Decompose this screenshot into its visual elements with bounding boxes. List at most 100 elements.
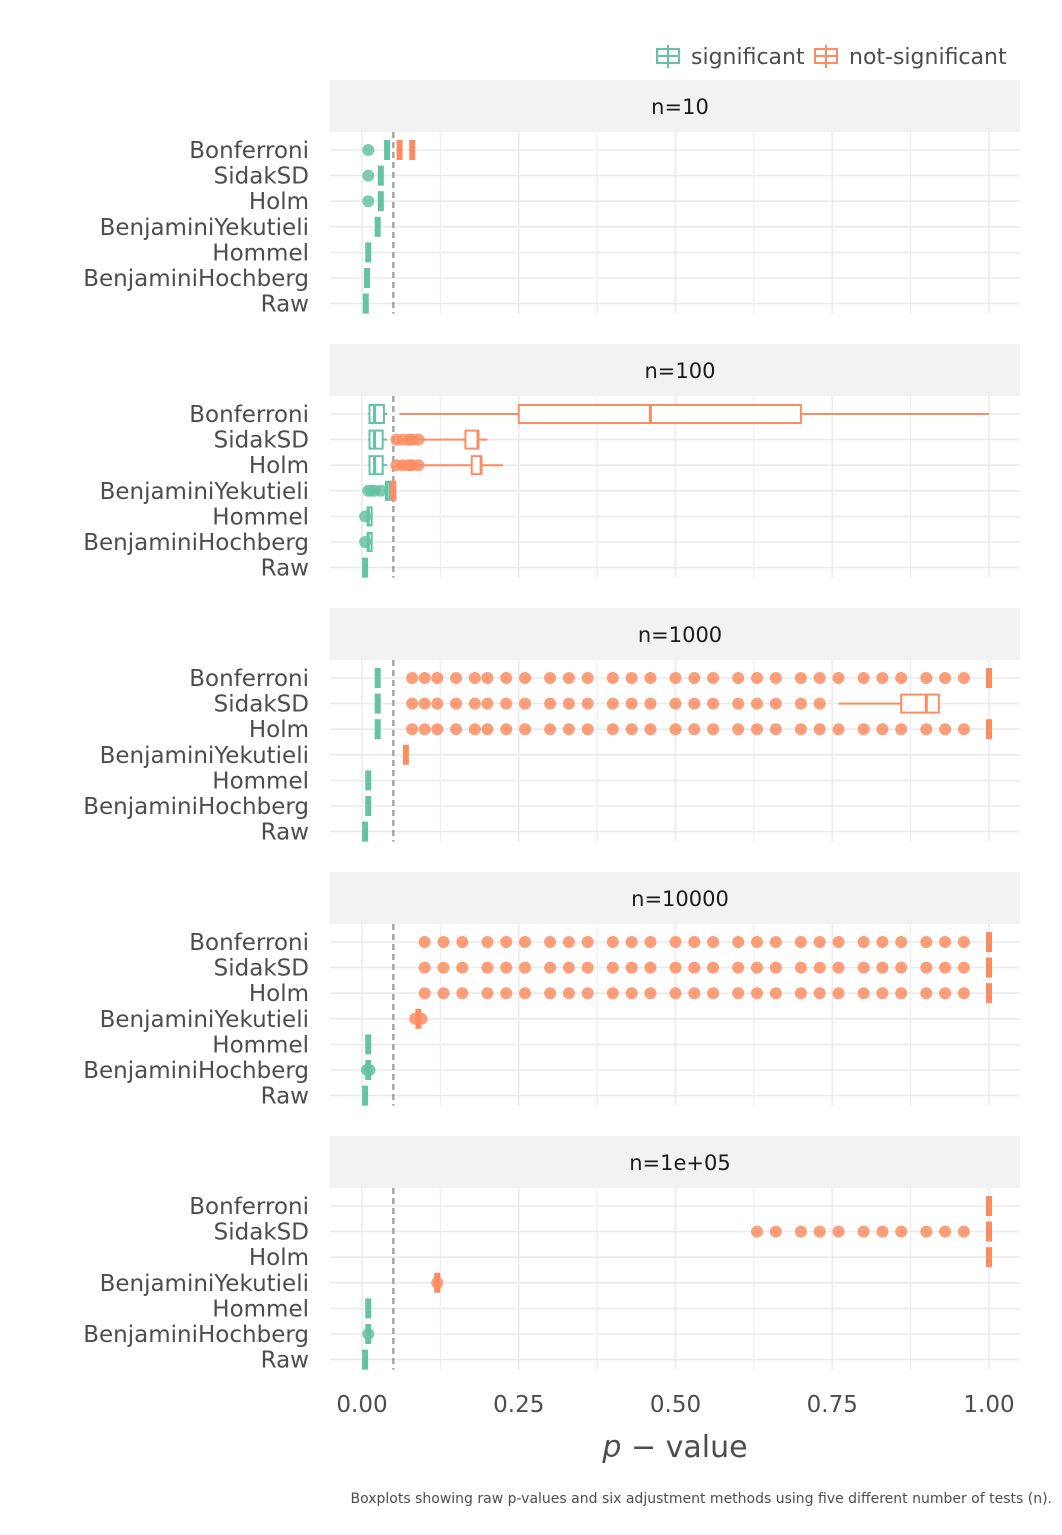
outlier-point (581, 697, 594, 710)
outlier-point (895, 1225, 908, 1238)
outlier-point (468, 697, 481, 710)
outlier-point (418, 672, 431, 684)
outlier-point (669, 961, 682, 974)
outlier-point (732, 672, 745, 684)
outlier-point (876, 936, 889, 948)
outlier-point (431, 723, 444, 736)
outlier-point (794, 1225, 807, 1238)
outlier-point (359, 510, 372, 523)
outlier-point (920, 961, 933, 974)
method-label-BenjaminiYekutieli: BenjaminiYekutieli (100, 743, 309, 769)
outlier-point (544, 936, 557, 948)
method-label-Hommel: Hommel (212, 768, 309, 794)
strip-background (330, 608, 1020, 660)
outlier-point (876, 672, 889, 684)
outlier-point (688, 961, 701, 974)
box-BenjaminiYekutieli-not-significant (409, 1008, 428, 1029)
box-Holm-significant (368, 455, 388, 476)
outlier-point (519, 697, 532, 710)
box-SidakSD-significant (362, 165, 384, 186)
outlier-point (939, 1225, 952, 1238)
outlier-point (406, 697, 419, 710)
outlier-point (832, 723, 845, 736)
outlier-point (625, 936, 638, 948)
outlier-point (362, 169, 375, 182)
outlier-point (813, 697, 826, 710)
outlier-point (832, 672, 845, 684)
outlier-point (732, 961, 745, 974)
outlier-point (813, 961, 826, 974)
box-body (368, 429, 384, 450)
box-BenjaminiYekutieli-significant (374, 216, 381, 237)
method-label-Hommel: Hommel (212, 1296, 309, 1322)
outlier-point (669, 672, 682, 684)
outlier-point (500, 961, 513, 974)
outlier-point (437, 936, 450, 948)
box-SidakSD-significant (374, 693, 381, 714)
box-body (464, 429, 479, 450)
outlier-point (751, 961, 764, 974)
outlier-point (644, 723, 657, 736)
outlier-point (688, 936, 701, 948)
legend-label-significant: significant (691, 45, 805, 70)
outlier-point (751, 1225, 764, 1238)
panels: n=10BonferroniSidakSDHolmBenjaminiYekuti… (83, 80, 1020, 1374)
method-label-BenjaminiHochberg: BenjaminiHochberg (83, 266, 309, 292)
outlier-point (732, 936, 745, 948)
outlier-point (769, 961, 782, 974)
outlier-point (581, 672, 594, 684)
outlier-point (957, 723, 970, 736)
outlier-point (669, 723, 682, 736)
outlier-point (581, 961, 594, 974)
outlier-point (431, 1276, 444, 1289)
outlier-point (769, 672, 782, 684)
outlier-point (406, 723, 419, 736)
box-Raw-significant (362, 293, 369, 314)
outlier-point (857, 672, 870, 684)
method-label-Raw: Raw (261, 1348, 309, 1374)
outlier-point (606, 672, 619, 684)
strip-label: n=1000 (638, 623, 722, 647)
legend-label-not-significant: not-significant (849, 45, 1007, 70)
outlier-point (625, 723, 638, 736)
outlier-point (581, 936, 594, 948)
outlier-point (362, 195, 375, 208)
outlier-point (418, 987, 431, 1000)
outlier-point (431, 697, 444, 710)
box-Hommel-significant (359, 506, 373, 527)
outlier-point (418, 936, 431, 948)
outlier-point (450, 723, 463, 736)
outlier-point (813, 936, 826, 948)
outlier-point (544, 723, 557, 736)
outlier-point (519, 961, 532, 974)
panel-n=10000: n=10000 BonferroniSidakSDHolmBenjaminiYek… (83, 872, 1020, 1110)
outlier-point (562, 987, 575, 1000)
outlier-point (625, 672, 638, 684)
outlier-point (920, 723, 933, 736)
method-label-Bonferroni: Bonferroni (189, 402, 309, 428)
method-label-BenjaminiYekutieli: BenjaminiYekutieli (100, 479, 309, 505)
outlier-point (418, 697, 431, 710)
panel-n=1e+05: n=1e+05 BonferroniSidakSDHolmBenjaminiYek… (83, 1136, 1020, 1374)
box-Holm-significant (374, 719, 381, 740)
outlier-point (751, 987, 764, 1000)
outlier-point (412, 433, 425, 446)
outlier-point (832, 1225, 845, 1238)
panel-n=100: n=100 BonferroniSidakSDHolmBenjaminiYekut… (83, 344, 1020, 582)
outlier-point (362, 144, 375, 156)
outlier-point (406, 672, 419, 684)
outlier-point (794, 936, 807, 948)
outlier-point (456, 936, 469, 948)
x-tick-label: 0.00 (336, 1392, 387, 1418)
outlier-point (939, 672, 952, 684)
outlier-point (769, 697, 782, 710)
outlier-point (359, 536, 372, 548)
outlier-point (644, 987, 657, 1000)
outlier-point (625, 961, 638, 974)
outlier-point (813, 1225, 826, 1238)
outlier-point (481, 936, 494, 948)
outlier-point (481, 697, 494, 710)
outlier-point (450, 697, 463, 710)
outlier-point (519, 936, 532, 948)
